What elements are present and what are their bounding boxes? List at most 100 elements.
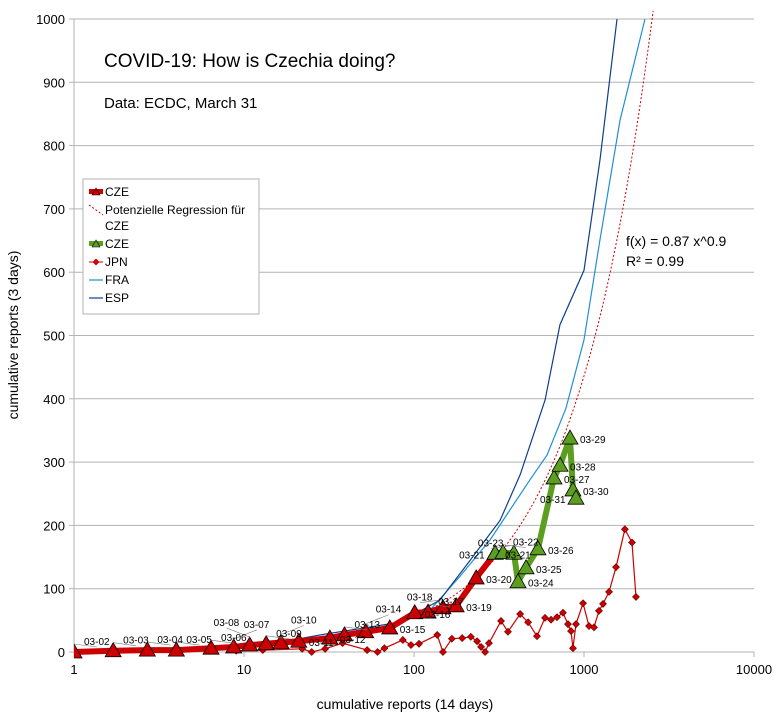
jpn-point: [380, 644, 389, 653]
legend-label: FRA: [105, 273, 129, 287]
jpn-point: [307, 648, 316, 656]
jpn-point: [466, 632, 475, 641]
cze-green-point: [494, 543, 512, 560]
jpn-point: [504, 627, 512, 636]
x-tick-label: 10000: [736, 662, 772, 677]
jpn-point: [477, 643, 485, 651]
legend-label: JPN: [105, 255, 128, 269]
cze-red-point: [447, 596, 465, 613]
triangle-icon: [91, 187, 101, 196]
label-leader-line: [365, 614, 389, 625]
y-tick-label: 500: [43, 329, 65, 344]
label-leader-line: [176, 641, 200, 646]
label-leader-line: [73, 643, 98, 648]
cze-green-point-label: 03-31: [540, 495, 566, 506]
y-tick-label: 300: [43, 455, 65, 470]
jpn-point: [373, 648, 382, 656]
jpn-point: [599, 599, 607, 608]
y-tick-label: 700: [43, 202, 65, 217]
legend-label-cont: CZE: [105, 219, 129, 233]
cze-red-point: [240, 636, 259, 652]
jpn-point: [407, 641, 415, 649]
cze-red-point: [321, 629, 339, 645]
cze-red-point: [419, 603, 437, 619]
cze-red-point-label: 03-06: [221, 633, 247, 644]
triangle-icon: [91, 239, 101, 248]
cze-red-point: [138, 641, 157, 657]
jpn-point: [321, 644, 330, 653]
y-tick-label: 900: [43, 75, 65, 90]
jpn-point: [458, 634, 467, 642]
legend-item: FRA: [89, 273, 129, 287]
cze-red-point-label: 03-07: [244, 620, 270, 631]
label-leader-line: [502, 544, 527, 548]
y-tick-label: 0: [58, 645, 65, 660]
cze-green-point: [509, 572, 527, 589]
y-tick-label: 400: [43, 392, 65, 407]
cze-green-point-label: 03-24: [528, 579, 554, 590]
cze-red-point-label: 03-19: [466, 603, 492, 614]
cze-red-point: [167, 641, 186, 657]
jpn-point: [605, 587, 613, 596]
cze-red-point-label: 03-04: [157, 635, 183, 646]
legend-label: Potenzielle Regression für: [105, 203, 245, 217]
cze-red-point-label: 03-11: [309, 638, 334, 649]
cze-green-point: [517, 559, 535, 575]
label-leader-line: [113, 642, 137, 647]
cze-red-point-label: 03-21: [505, 550, 531, 561]
jpn-point: [595, 606, 603, 615]
x-tick-label: 1: [70, 662, 77, 677]
label-leader-line: [280, 625, 305, 635]
cze-green-point: [551, 456, 569, 472]
label-leader-line: [428, 603, 452, 608]
cze-red-point-label: 03-20: [486, 575, 512, 586]
cze-red-point: [357, 622, 375, 639]
cze-green-point-label: 03-22: [513, 538, 539, 549]
chart-subtitle: Data: ECDC, March 31: [104, 95, 257, 112]
jpn-point: [363, 646, 372, 655]
cze-green-point: [505, 544, 523, 560]
jpn-point: [447, 634, 456, 643]
cze-green-point: [545, 469, 563, 485]
legend-label: ESP: [105, 291, 129, 305]
grid: [74, 18, 754, 653]
legend-item: CZE: [89, 185, 129, 199]
label-leader-line: [211, 639, 235, 644]
jpn-point: [481, 648, 490, 656]
x-tick-label: 100: [403, 662, 425, 677]
cze-red-point-label: 03-15: [400, 625, 426, 636]
label-leader-line: [233, 629, 257, 640]
cze-green-point: [567, 489, 585, 505]
jpn-point: [338, 639, 347, 648]
legend-label: CZE: [105, 237, 129, 251]
regression-formula: f(x) = 0.87 x^0.9: [626, 233, 727, 249]
legend-label: CZE: [105, 185, 129, 199]
legend-box: [82, 178, 260, 315]
cze-red-point: [74, 643, 83, 659]
cze-red-point: [202, 639, 220, 655]
jpn-point: [567, 627, 575, 636]
jpn-point: [620, 525, 629, 534]
cze-green-point: [561, 429, 579, 445]
y-tick-label: 100: [43, 582, 65, 597]
legend: CZE Potenzielle Regression für CZE CZE JPN FR…: [82, 178, 260, 315]
cze-green-point-label: 03-26: [548, 546, 574, 557]
jpn-point: [485, 639, 493, 648]
cze-green-point-label: 03-21: [459, 550, 485, 561]
label-leader-line: [147, 641, 171, 646]
cze-red-point: [225, 638, 243, 654]
regression-r2: R² = 0.99: [626, 253, 684, 269]
series-line-fra: [240, 18, 646, 649]
jpn-point: [632, 593, 640, 601]
jpn-point: [516, 610, 525, 618]
cze-red-point-label: 03-02: [84, 637, 110, 648]
cze-red-point-label: 03-14: [376, 605, 402, 616]
jpn-point: [559, 608, 567, 617]
cze-green-point: [529, 540, 547, 556]
diamond-icon: [92, 258, 100, 266]
jpn-point: [590, 623, 598, 632]
jpn-point: [439, 648, 447, 656]
y-tick-label: 200: [43, 518, 65, 533]
jpn-point: [533, 632, 541, 641]
cze-red-point: [257, 634, 275, 651]
